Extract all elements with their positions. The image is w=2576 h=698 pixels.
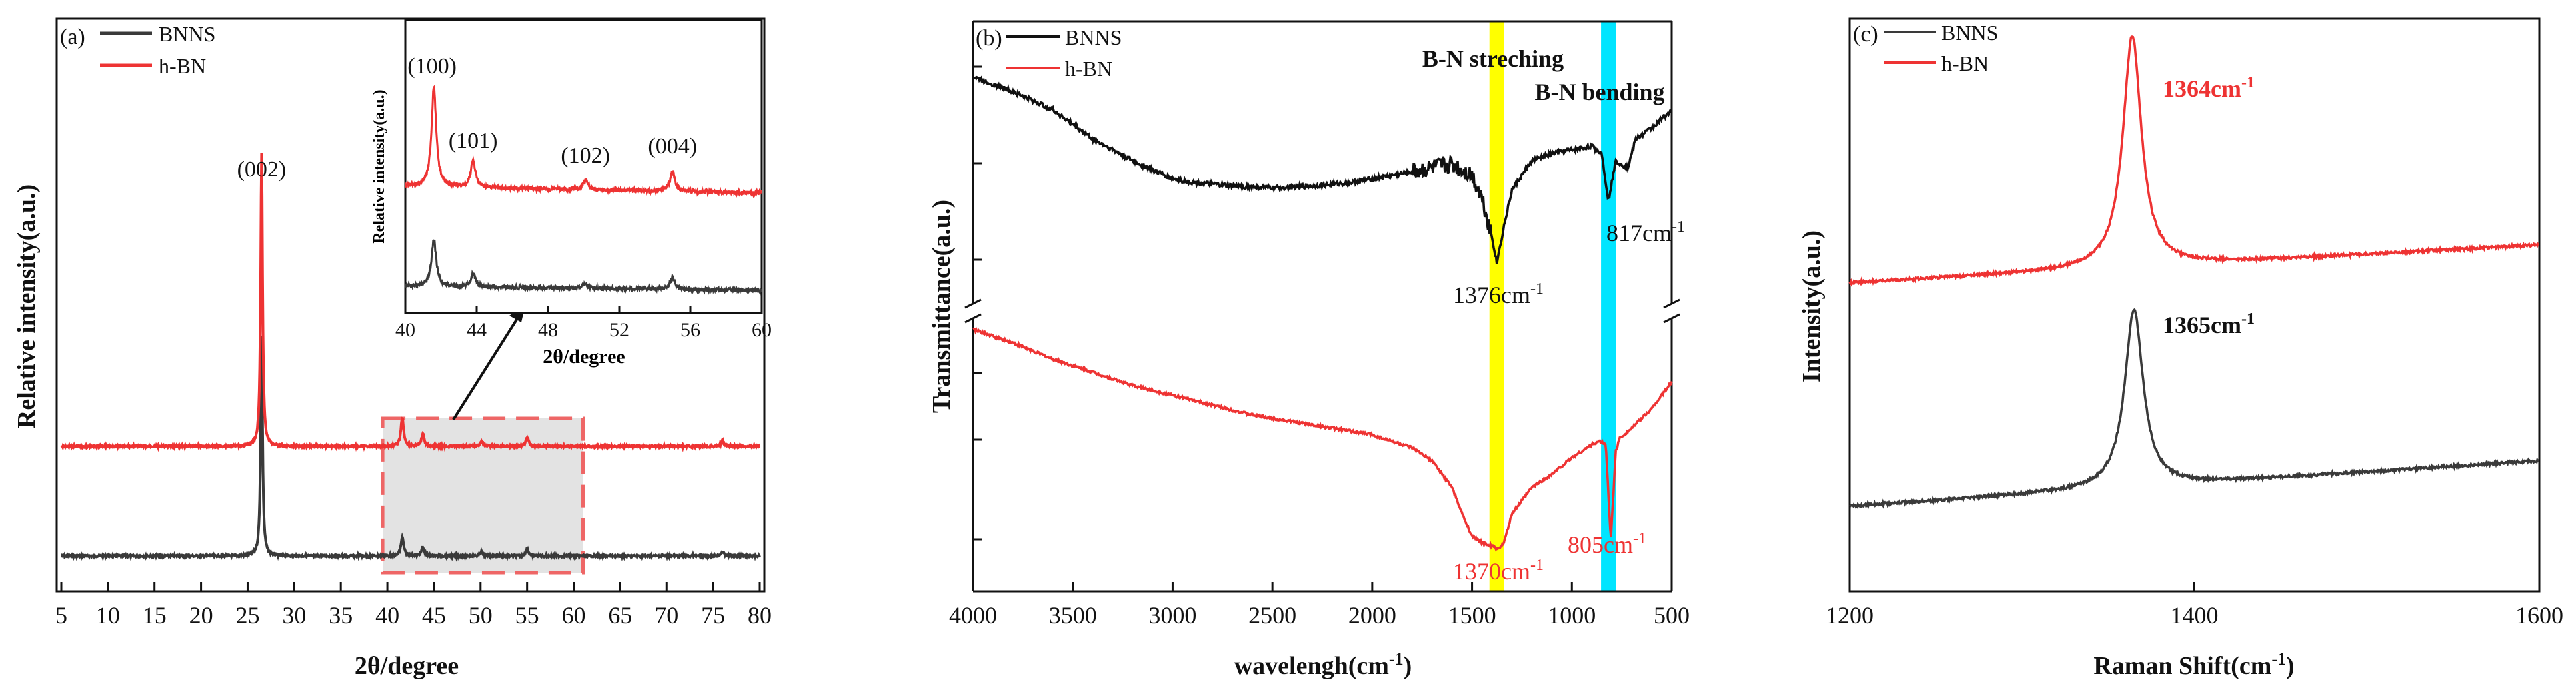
panel-c-x-axis-label: Raman Shift(cm-1) [2093,649,2294,680]
panel-b-axis-break-marks [964,298,1680,324]
panel-a-annotation-002: (002) [237,157,287,182]
panel-c-x-tick-label-1600: 1600 [2515,602,2563,629]
panel-b-x-tick-label-2000: 2000 [1348,602,1396,629]
panel-c-y-axis-label: Intensity(a.u.) [1798,230,1826,382]
panel-a-inset-frame [404,19,763,314]
panel-a-x-tick-label-60: 60 [562,602,586,629]
panel-a-inset-x-tick-label-40: 40 [395,319,415,341]
panel-a-legend-bnns: BNNS [159,22,215,46]
panel-c: 1200 1400 1600 (c) BNNS h-BN 1364cm-1 1365… [1798,17,2563,680]
panel-b-annotation-817: 817cm-1 [1606,218,1685,246]
panel-b-x-tick-label-3000: 3000 [1148,602,1196,629]
panel-c-x-tick-label-1400: 1400 [2171,602,2219,629]
panel-c-annotation-1364: 1364cm-1 [2163,74,2255,102]
panel-a-y-axis-label: Relative intensity(a.u.) [13,184,41,428]
panel-a-x-tick-label-15: 15 [143,602,167,629]
panel-b-x-axis-label: wavelengh(cm-1) [1234,649,1412,680]
panel-a-series-bnns [60,336,761,562]
panel-b-x-tick-label-3500: 3500 [1049,602,1097,629]
panel-b-x-tick-label-2500: 2500 [1248,602,1296,629]
panel-a-x-tick-label-10: 10 [96,602,120,629]
panel-a-inset-x-tick-label-52: 52 [609,319,629,341]
panel-b-annotation-bending: B-N bending [1534,79,1664,105]
panel-a-inset-x-ticks: 40 44 48 52 56 60 [395,306,772,341]
panel-b-annotation-1376: 1376cm-1 [1453,280,1544,308]
panel-c-series-bnns [1849,308,2539,510]
panel-c-label: (c) [1853,22,1878,47]
panel-b-band-stretching [1489,21,1504,591]
panel-b-series-hbn [972,326,1673,552]
panel-a-x-tick-label-75: 75 [701,602,725,629]
panel-b-x-tick-label-1000: 1000 [1548,602,1596,629]
panel-b-series-bnns [972,75,1673,264]
panel-b-frame [972,20,1673,593]
panel-a-inset-annotation-100: (100) [407,54,457,79]
panel-a-frame [55,17,766,593]
panel-b-label: (b) [976,26,1002,51]
panel-c-frame [1848,17,2541,593]
panel-b-x-tick-label-500: 500 [1654,602,1690,629]
panel-c-annotation-1365: 1365cm-1 [2163,310,2255,338]
panel-a-inset-x-tick-label-60: 60 [752,319,772,341]
panel-a-x-tick-label-70: 70 [654,602,678,629]
panel-b-y-ticks [973,65,982,541]
panel-a-inset-series-bnns [404,239,762,296]
panel-a: 5 10 15 20 25 30 35 40 45 50 55 60 65 70 75 80 (a) BNNS… [13,17,772,680]
panel-a-x-tick-label-45: 45 [422,602,446,629]
panel-a-inset-annotation-004: (004) [648,134,697,159]
panel-b-x-tick-label-1500: 1500 [1448,602,1496,629]
panel-b-annotation-stretching: B-N streching [1422,45,1564,72]
panel-a-inset-annotation-102: (102) [561,143,610,168]
panel-a-inset: 40 44 48 52 56 60 (100) (101) (102) (004) 2θ/… [371,19,772,368]
panel-a-inset-x-tick-label-44: 44 [467,319,487,341]
panel-c-legend-hbn: h-BN [1941,51,1989,75]
panel-c-x-ticks: 1200 1400 1600 [1826,582,2563,629]
panel-a-x-axis-label: 2θ/degree [355,652,459,680]
panel-a-x-tick-label-80: 80 [748,602,772,629]
panel-a-label: (a) [60,25,85,49]
panel-a-series-hbn [60,153,761,453]
panel-c-x-tick-label-1200: 1200 [1826,602,1874,629]
panel-b-y-axis-label: Transmittance(a.u.) [928,200,956,413]
panel-a-x-tick-label-55: 55 [515,602,539,629]
panel-a-inset-x-tick-label-48: 48 [538,319,558,341]
panel-a-inset-series-hbn [405,84,762,198]
panel-a-x-tick-label-20: 20 [189,602,213,629]
panel-b-x-tick-label-4000: 4000 [949,602,997,629]
panel-a-inset-x-axis-label: 2θ/degree [543,346,625,368]
panel-a-inset-x-tick-label-56: 56 [680,319,700,341]
panel-a-inset-annotation-101: (101) [449,129,498,153]
panel-b: 4000 3500 3000 2500 2000 1500 1000 500 (b) BNNS… [928,20,1690,680]
panel-b-legend-bnns: BNNS [1065,25,1122,49]
panel-b-x-ticks: 4000 3500 3000 2500 2000 1500 1000 500 [949,582,1690,629]
panel-a-x-tick-label-40: 40 [375,602,399,629]
panel-a-x-tick-label-5: 5 [55,602,67,629]
panel-b-legend-hbn: h-BN [1065,57,1112,81]
panel-b-annotation-1370: 1370cm-1 [1453,557,1544,585]
panel-a-x-ticks: 5 10 15 20 25 30 35 40 45 50 55 60 65 70 75 80 [55,582,772,629]
panel-a-inset-y-axis-label: Relative intensity(a.u.) [371,89,388,243]
panel-a-x-tick-label-25: 25 [235,602,259,629]
panel-a-x-tick-label-35: 35 [329,602,353,629]
panel-a-x-tick-label-65: 65 [608,602,632,629]
panel-c-legend-bnns: BNNS [1941,21,1998,45]
panel-b-annotation-805: 805cm-1 [1568,530,1646,558]
panel-a-x-tick-label-50: 50 [469,602,493,629]
panel-a-x-tick-label-30: 30 [282,602,306,629]
panel-a-arrow [452,313,521,421]
panel-c-series-hbn [1848,35,2540,287]
panel-a-legend-hbn: h-BN [159,54,206,78]
